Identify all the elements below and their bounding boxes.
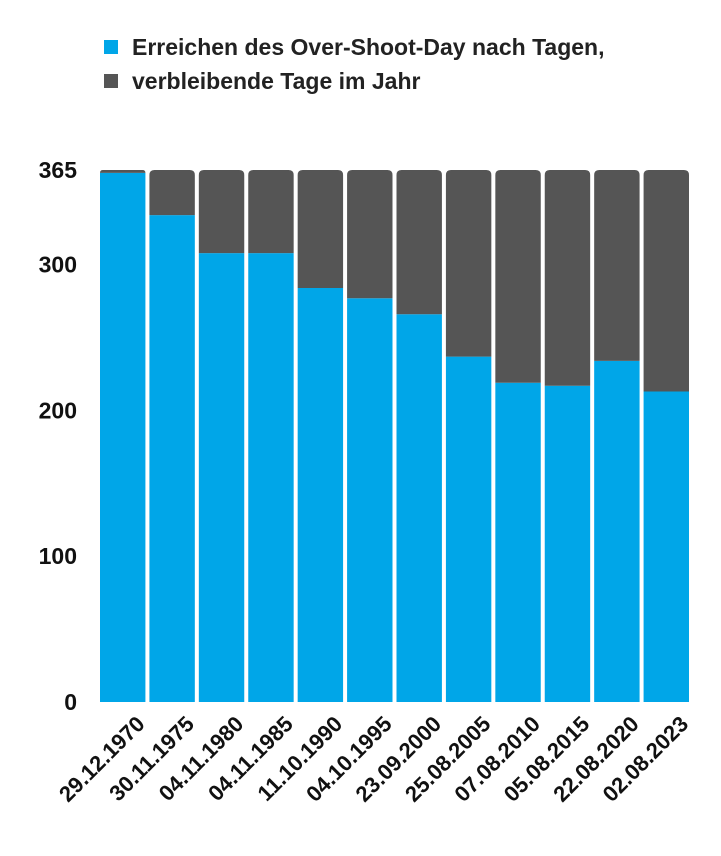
bar-remaining-days bbox=[100, 170, 146, 173]
legend-label: Erreichen des Over-Shoot-Day nach Tagen, bbox=[132, 33, 605, 60]
bar-remaining-days bbox=[445, 170, 492, 357]
legend-swatch bbox=[104, 74, 118, 88]
bar-remaining-days bbox=[347, 170, 393, 299]
bar-remaining-days bbox=[643, 170, 689, 392]
bar-overshoot-day bbox=[297, 288, 344, 702]
bar-overshoot-day bbox=[594, 360, 640, 702]
y-tick-label: 100 bbox=[39, 543, 77, 569]
bar-overshoot-day bbox=[149, 215, 195, 702]
bar-overshoot-day bbox=[396, 314, 442, 702]
bar-overshoot-day bbox=[198, 253, 245, 702]
legend-item: verbleibende Tage im Jahr bbox=[104, 64, 604, 98]
legend: Erreichen des Over-Shoot-Day nach Tagen,… bbox=[104, 30, 604, 98]
bar-overshoot-day bbox=[347, 298, 393, 702]
bar-remaining-days bbox=[594, 170, 640, 361]
y-tick-label: 365 bbox=[39, 157, 78, 183]
bar-remaining-days bbox=[198, 170, 245, 254]
bar-remaining-days bbox=[297, 170, 344, 289]
y-tick-label: 200 bbox=[39, 397, 77, 423]
bar-remaining-days bbox=[149, 170, 195, 216]
bar-overshoot-day bbox=[544, 385, 591, 702]
bar-overshoot-day bbox=[445, 356, 492, 702]
bar-overshoot-day bbox=[100, 172, 146, 703]
bar-remaining-days bbox=[248, 170, 294, 254]
legend-label: verbleibende Tage im Jahr bbox=[132, 67, 421, 94]
y-tick-label: 0 bbox=[64, 689, 77, 715]
bar-remaining-days bbox=[396, 170, 442, 315]
legend-swatch bbox=[104, 40, 118, 54]
bar-remaining-days bbox=[495, 170, 541, 383]
legend-item: Erreichen des Over-Shoot-Day nach Tagen, bbox=[104, 30, 604, 64]
bar-remaining-days bbox=[544, 170, 591, 386]
bar-overshoot-day bbox=[495, 382, 541, 702]
bar-overshoot-day bbox=[248, 253, 294, 702]
bar-overshoot-day bbox=[643, 391, 689, 702]
y-tick-label: 300 bbox=[39, 252, 77, 278]
